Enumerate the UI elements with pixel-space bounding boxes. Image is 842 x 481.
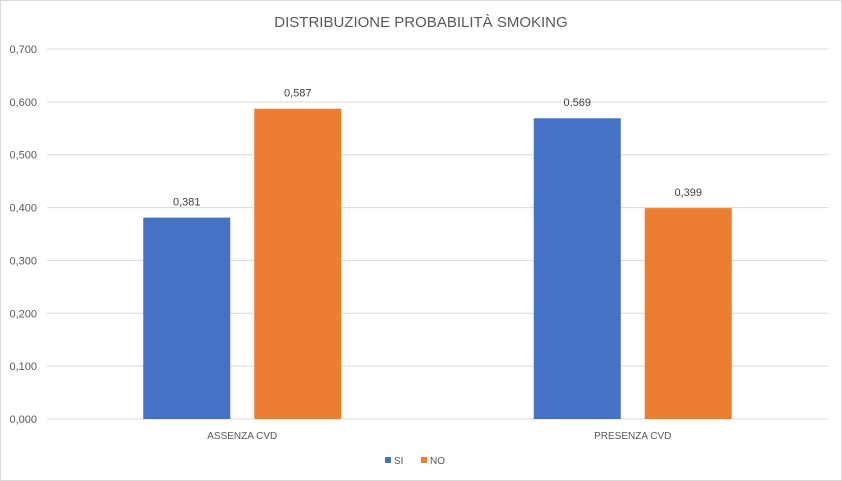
y-tick-label: 0,500 [9,150,37,162]
bar-no-0 [254,108,342,419]
bar-si-0 [143,217,231,419]
bar-si-1 [533,118,621,419]
data-labels: 0,381 0,587 0,569 0,399 [173,88,702,209]
data-label: 0,399 [674,187,702,199]
legend-label-si: SI [394,456,403,467]
legend-swatch-no [421,457,427,463]
data-label: 0,587 [284,88,312,100]
y-tick-label: 0,700 [9,44,37,56]
y-tick-label: 0,000 [9,414,37,426]
y-tick-label: 0,300 [9,255,37,267]
x-axis: ASSENZA CVD PRESENZA CVD [207,431,671,442]
y-tick-label: 0,600 [9,97,37,109]
y-tick-label: 0,100 [9,361,37,373]
legend-swatch-si [385,457,391,463]
data-label: 0,381 [173,197,201,209]
y-tick-label: 0,200 [9,308,37,320]
x-category-label: PRESENZA CVD [594,431,671,442]
bar-no-1 [644,208,732,419]
chart-title: DISTRIBUZIONE PROBABILITÀ SMOKING [274,14,567,31]
y-tick-label: 0,400 [9,203,37,215]
legend: SI NO [385,456,445,467]
y-axis: 0,000 0,100 0,200 0,300 0,400 0,500 0,600 0,700 [9,44,37,426]
legend-label-no: NO [430,456,445,467]
x-category-label: ASSENZA CVD [207,431,277,442]
bars [143,108,732,419]
data-label: 0,569 [563,97,591,109]
